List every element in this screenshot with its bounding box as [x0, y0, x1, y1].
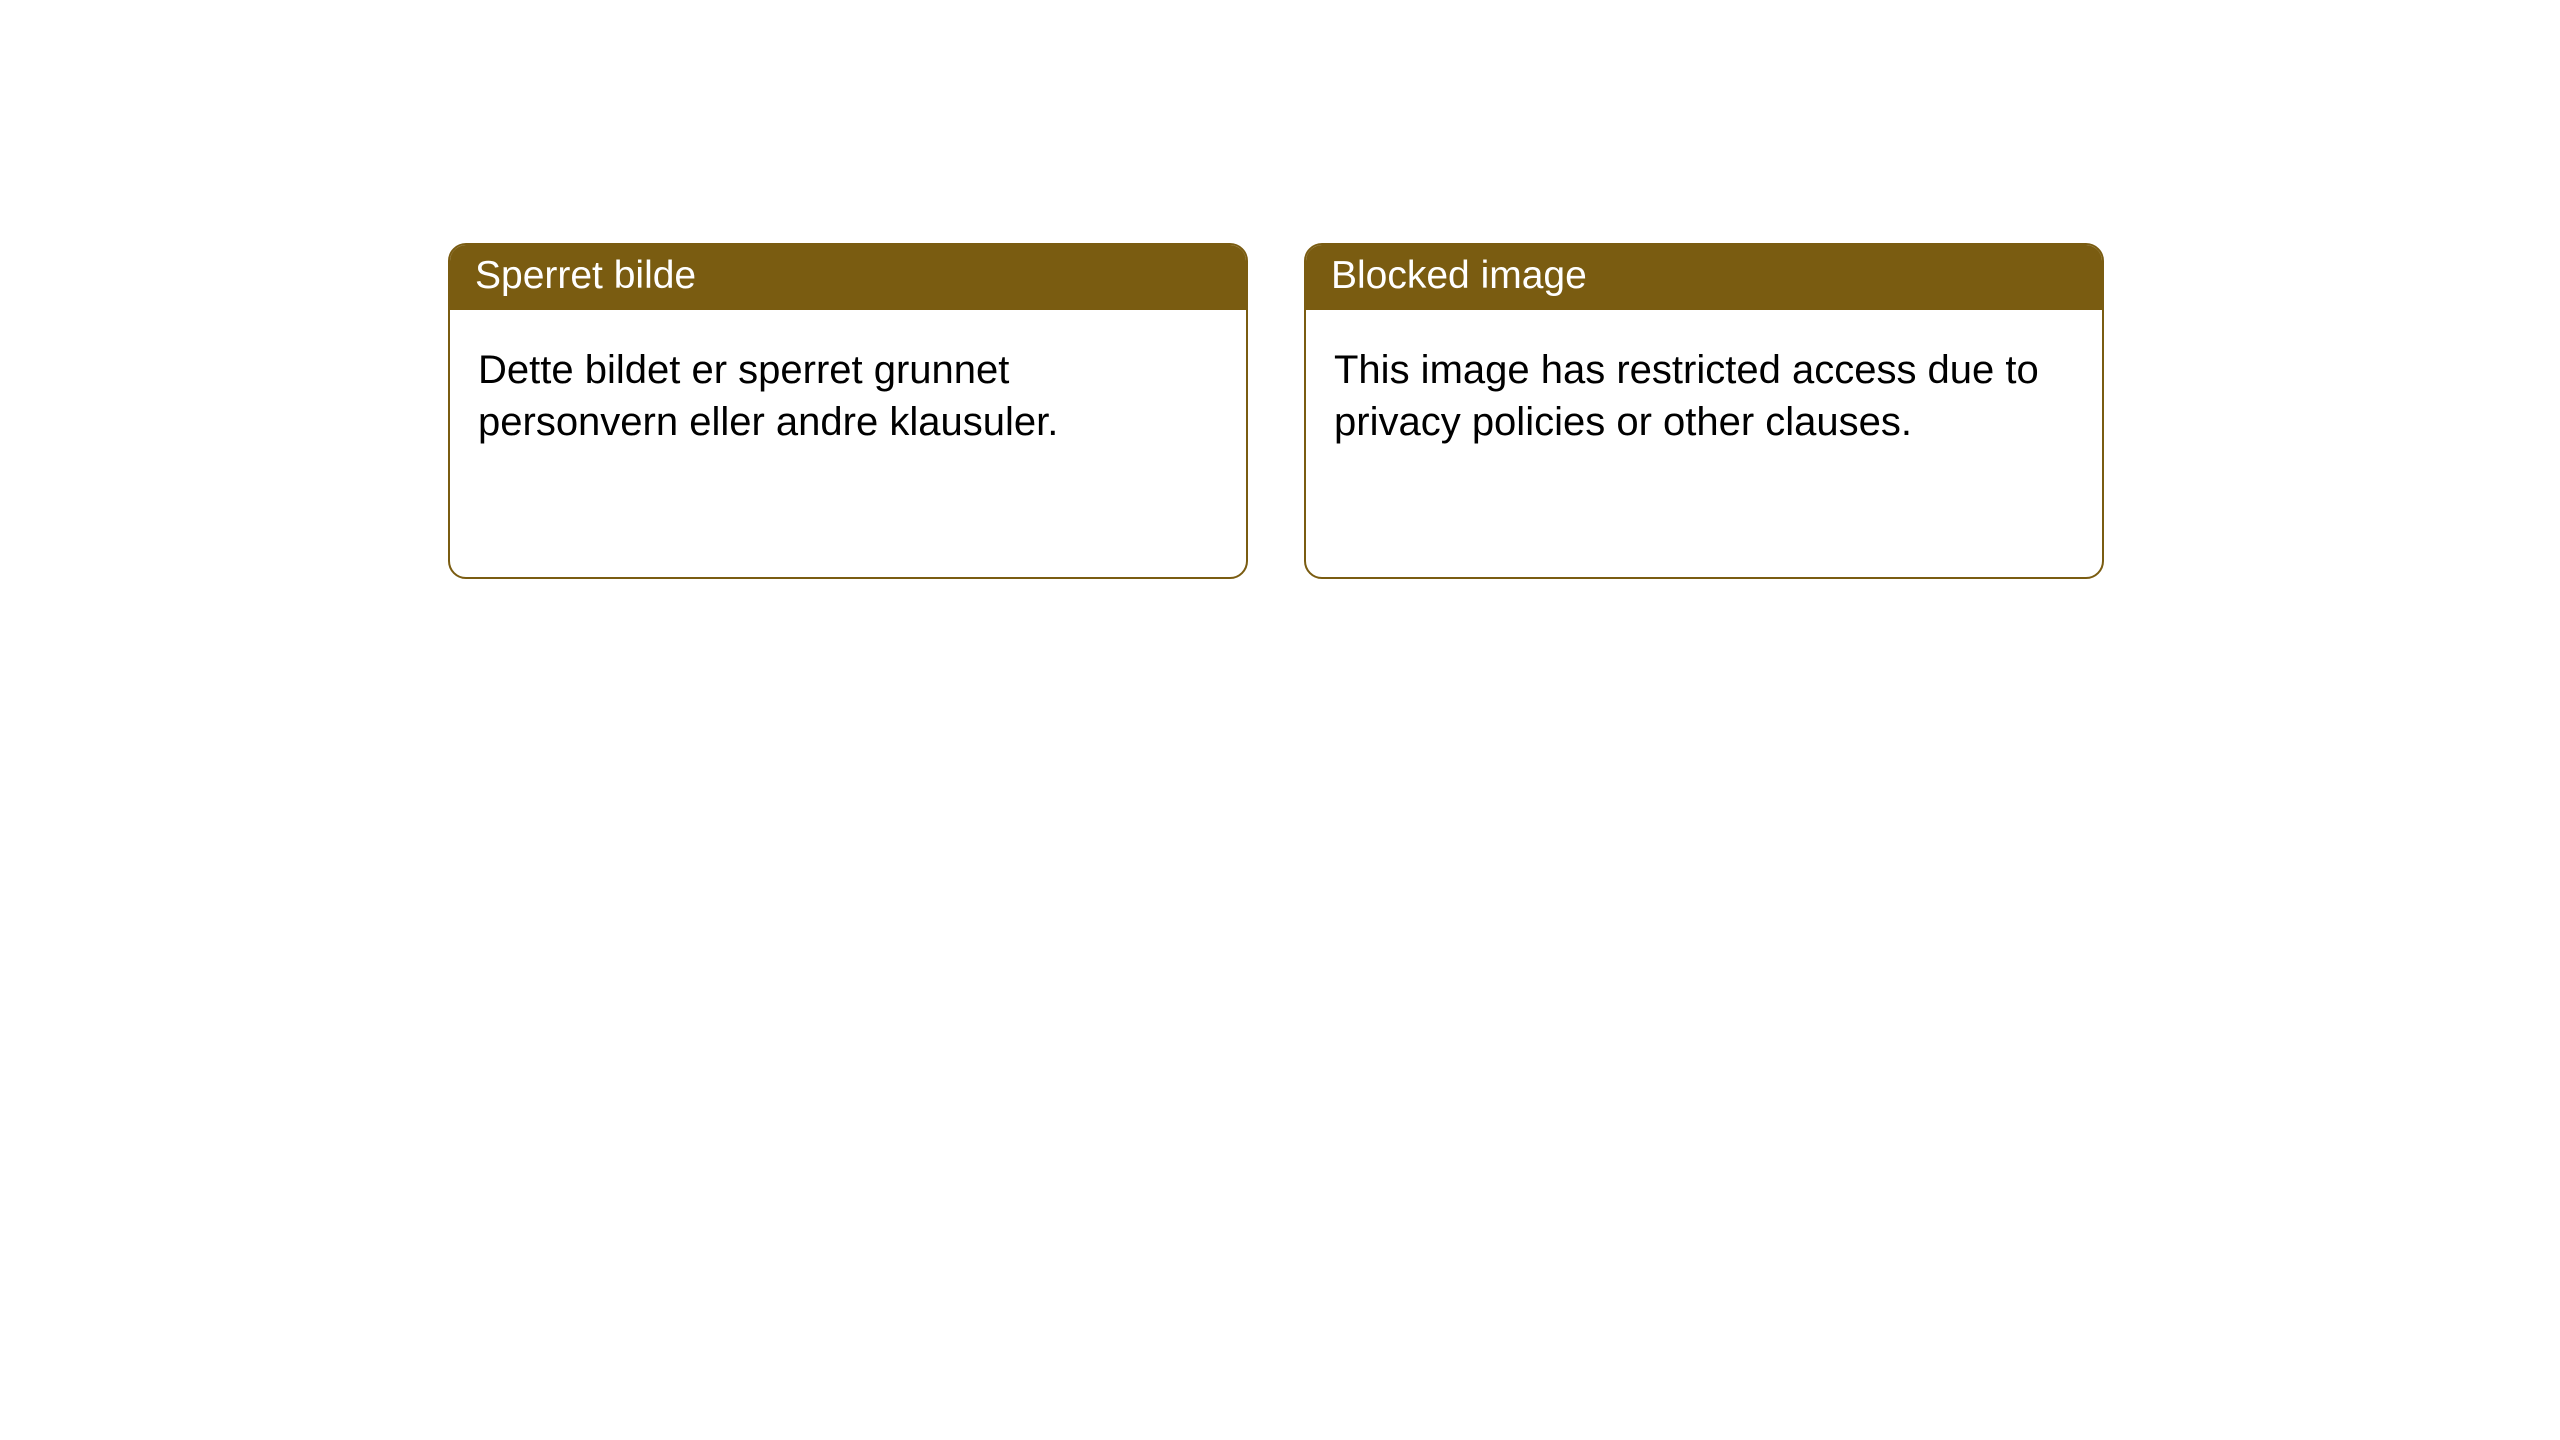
- notice-card-header: Blocked image: [1306, 245, 2102, 310]
- notice-card-header: Sperret bilde: [450, 245, 1246, 310]
- notice-cards-container: Sperret bilde Dette bildet er sperret gr…: [0, 0, 2560, 579]
- notice-card-body: This image has restricted access due to …: [1306, 310, 2102, 482]
- notice-card-body: Dette bildet er sperret grunnet personve…: [450, 310, 1246, 482]
- notice-card-english: Blocked image This image has restricted …: [1304, 243, 2104, 579]
- notice-card-norwegian: Sperret bilde Dette bildet er sperret gr…: [448, 243, 1248, 579]
